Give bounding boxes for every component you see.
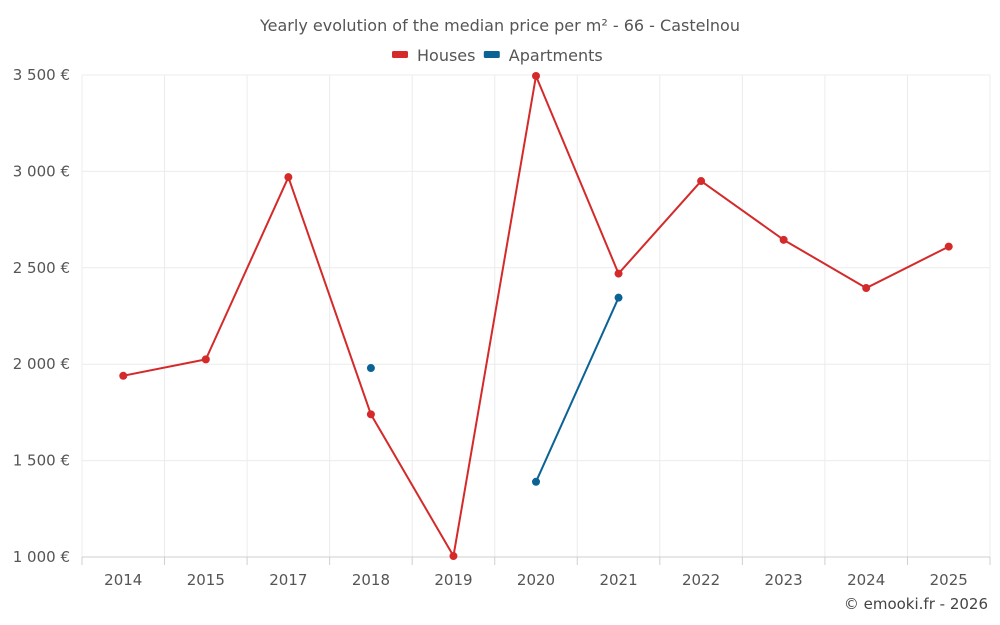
x-tick-label: 2018 xyxy=(352,571,390,589)
y-tick-label: 3 000 € xyxy=(13,162,70,180)
y-axis: 1 000 € 1 500 € 2 000 € 2 500 € 3 000 € 3 500… xyxy=(13,66,70,566)
x-tick-label: 2021 xyxy=(599,571,637,589)
houses-point xyxy=(201,355,210,364)
houses-point xyxy=(449,552,458,561)
x-tick-label: 2015 xyxy=(187,571,225,589)
houses-point xyxy=(119,371,128,380)
y-tick-label: 3 500 € xyxy=(13,66,70,84)
x-tick-label: 2024 xyxy=(847,571,885,589)
x-tick-label: 2020 xyxy=(517,571,555,589)
legend: Houses Apartments xyxy=(392,46,603,65)
chart-title: Yearly evolution of the median price per… xyxy=(259,16,740,35)
x-tick-label: 2014 xyxy=(104,571,142,589)
x-tick-label: 2023 xyxy=(765,571,803,589)
y-tick-label: 2 000 € xyxy=(13,355,70,373)
houses-point xyxy=(944,242,953,251)
houses-point xyxy=(697,177,706,186)
credit-text: © emooki.fr - 2026 xyxy=(844,595,988,613)
apartments-line xyxy=(535,297,620,483)
y-tick-label: 1 000 € xyxy=(13,548,70,566)
apartments-point xyxy=(614,293,623,302)
x-tick-label: 2017 xyxy=(269,571,307,589)
houses-point xyxy=(532,71,540,80)
houses-point xyxy=(614,269,623,278)
houses-point xyxy=(284,173,293,182)
x-tick-label: 2022 xyxy=(682,571,720,589)
legend-swatch-apartments xyxy=(483,51,500,58)
series xyxy=(119,71,953,561)
legend-label-apartments: Apartments xyxy=(509,46,603,65)
y-tick-label: 1 500 € xyxy=(13,452,70,470)
houses-point xyxy=(779,235,788,244)
x-axis: 2014 2015 2017 2018 2019 2020 2021 2022 2023 2024… xyxy=(81,556,991,589)
y-tick-label: 2 500 € xyxy=(13,259,70,277)
apartments-point xyxy=(366,364,375,373)
houses-point xyxy=(862,284,871,293)
apartments-point xyxy=(532,477,540,486)
legend-label-houses: Houses xyxy=(417,46,475,65)
x-tick-label: 2019 xyxy=(434,571,472,589)
x-tick-label: 2025 xyxy=(930,571,968,589)
legend-swatch-houses xyxy=(392,51,408,58)
houses-point xyxy=(366,410,375,419)
